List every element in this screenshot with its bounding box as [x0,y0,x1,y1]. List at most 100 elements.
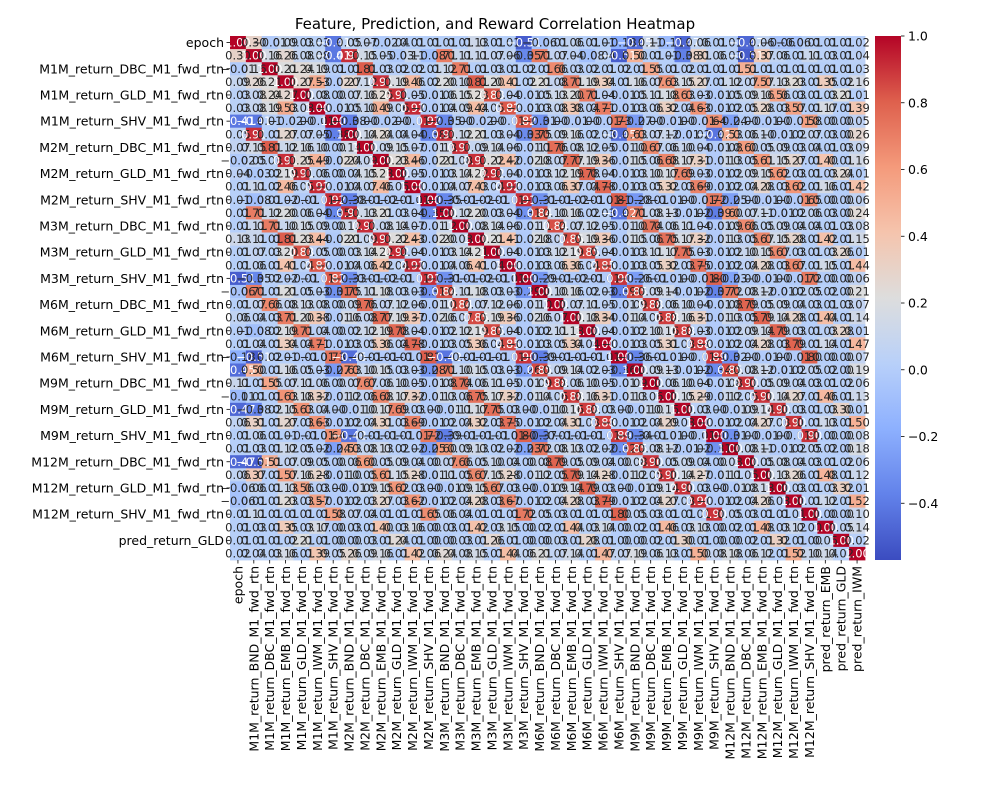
heatmap-cell [230,167,247,181]
heatmap-cell [325,153,342,168]
chart-title: Feature, Prediction, and Reward Correlat… [295,15,695,33]
heatmap-cell [452,114,469,129]
heatmap-cell [484,206,501,220]
row-label: M6M_return_DBC_M1_fwd_rtn [39,297,224,312]
cell-annotation: 0.26 [844,127,870,141]
heatmap-cell [547,127,564,142]
cell-annotation: 0.15 [844,232,870,246]
heatmap-cell [452,180,469,194]
column-label: M2M_return_GLD_M1_fwd_rtn [389,566,404,750]
heatmap-cell [484,62,501,76]
heatmap-cell [849,49,866,63]
heatmap-cell [833,101,850,115]
heatmap-cell [277,127,294,142]
heatmap-cell [769,167,787,181]
heatmap-cell [642,206,660,220]
column-label: M12M_return_SHV_M1_fwd_rtn [802,566,817,758]
heatmap-cell [658,193,675,207]
heatmap-cell [230,88,247,102]
heatmap-cell [515,140,533,155]
heatmap-cell [388,62,406,76]
heatmap-cell [245,167,263,181]
heatmap-cell [484,167,501,181]
heatmap-cell [563,88,580,102]
heatmap-cell [547,180,564,194]
heatmap-cell [230,153,247,168]
heatmap-cell [579,75,596,89]
heatmap-cell [769,114,787,129]
heatmap-cell [277,62,294,76]
heatmap-cell [468,153,485,168]
heatmap-cell [642,75,660,89]
heatmap-cell [261,114,279,129]
heatmap-cell [706,49,723,63]
heatmap-cell [420,206,437,220]
heatmap-cell [309,180,326,194]
heatmap-cell [547,193,564,207]
column-label: M1M_return_BND_M1_fwd_rtn [246,566,261,752]
heatmap-cell [436,101,453,115]
column-label: M9M_return_SHV_M1_fwd_rtn [707,566,722,750]
heatmap-cell [372,180,390,194]
cell-annotation: 0.14 [844,311,870,325]
column-label: M3M_return_DBC_M1_fwd_rtn [453,566,468,751]
heatmap-cell [388,167,406,181]
heatmap-cell [436,206,453,220]
heatmap-cell [357,62,374,76]
heatmap-cell [230,206,247,220]
heatmap-cell [722,140,739,155]
heatmap-cell [245,88,263,102]
heatmap-cell [753,140,771,155]
heatmap-cell [849,206,866,220]
cell-annotation: 0.21 [844,284,870,298]
heatmap-cell [261,127,279,142]
heatmap-cell [245,114,263,129]
heatmap-cell [293,206,310,220]
heatmap-cell [722,49,739,63]
heatmap-cell [420,167,437,181]
heatmap-cell [849,114,866,129]
heatmap-cell [611,88,628,102]
cell-annotation: 0.12 [844,468,870,482]
heatmap-cell [515,153,533,168]
heatmap-cell [722,167,739,181]
heatmap-cell [452,49,469,63]
heatmap-cell [674,140,691,155]
heatmap-cell [293,127,310,142]
heatmap-cell [468,36,485,50]
heatmap-cell [611,127,628,142]
heatmap-cell [849,62,866,76]
colorbar-gradient [875,36,901,560]
heatmap-cell [547,114,564,129]
heatmap-cell [499,114,517,129]
cell-annotation: 0.06 [844,193,870,207]
cell-annotation: 0.16 [844,153,870,167]
cell-annotation: 0.01 [844,402,870,416]
heatmap-cell [706,62,723,76]
heatmap-cell [738,62,755,76]
heatmap-cell [674,153,691,168]
heatmap-cell [404,114,421,129]
heatmap-cell [690,153,707,168]
heatmap-cell [484,101,501,115]
heatmap-cell [261,140,279,155]
heatmap-cell [261,180,279,194]
heatmap-cell [769,206,787,220]
heatmap-cell [801,153,818,168]
heatmap-cell [563,101,580,115]
heatmap-cell [515,114,533,129]
heatmap-cell [341,206,358,220]
heatmap-cell [547,88,564,102]
column-label: M9M_return_GLD_M1_fwd_rtn [675,566,690,750]
heatmap-cell [579,88,596,102]
heatmap-cell [626,206,644,220]
heatmap-cell [785,36,802,50]
heatmap-cell [452,127,469,142]
heatmap-cell [722,62,739,76]
heatmap-cell [245,36,263,50]
heatmap-cell [611,206,628,220]
heatmap-cell [579,180,596,194]
colorbar: 1.0 0.8 0.6 0.4 0.2 0.0 −0.2 −0.4 [875,29,938,560]
heatmap-cell [357,127,374,142]
heatmap-cell [261,193,279,207]
